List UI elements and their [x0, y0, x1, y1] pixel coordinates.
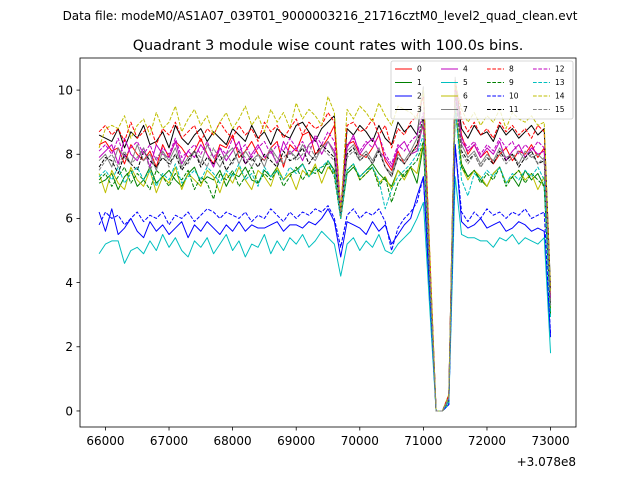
legend-entry-11: 11 — [487, 105, 519, 114]
legend-entry-15: 15 — [533, 105, 565, 114]
legend-entry-14: 14 — [533, 92, 565, 101]
y-tick-label: 0 — [65, 404, 73, 418]
x-tick-label: 72000 — [468, 434, 506, 448]
legend-label: 8 — [509, 65, 514, 74]
plot-background — [80, 58, 576, 427]
legend-label: 7 — [463, 105, 468, 114]
legend-label: 12 — [555, 65, 565, 74]
x-tick-label: 67000 — [150, 434, 188, 448]
series-line-9 — [98, 108, 552, 412]
y-axis: 0 2 4 6 8 10 — [58, 83, 80, 418]
legend-label: 4 — [463, 65, 468, 74]
legend-entry-4: 4 — [441, 65, 468, 74]
x-tick-label: 66000 — [86, 434, 124, 448]
legend-label: 15 — [555, 105, 565, 114]
legend-label: 5 — [463, 78, 468, 87]
legend-label: 14 — [555, 92, 565, 101]
suptitle: Data file: modeM0/AS1A07_039T01_90000032… — [63, 9, 578, 23]
legend-label: 1 — [417, 78, 422, 87]
y-tick-label: 10 — [58, 83, 73, 97]
legend-entry-9: 9 — [487, 78, 514, 87]
plot-frame — [79, 57, 577, 428]
legend-entry-12: 12 — [533, 65, 565, 74]
legend-entry-3: 3 — [395, 105, 422, 114]
series-line-2 — [98, 144, 552, 412]
x-tick-label: 73000 — [531, 434, 569, 448]
legend-label: 9 — [509, 78, 514, 87]
legend-entry-8: 8 — [487, 65, 514, 74]
y-tick-label: 8 — [65, 148, 73, 162]
legend-label: 13 — [555, 78, 565, 87]
series-line-7 — [98, 76, 552, 412]
plot-area — [79, 57, 577, 428]
y-tick-label: 2 — [65, 340, 73, 354]
legend-entry-6: 6 — [441, 92, 468, 101]
legend-entry-7: 7 — [441, 105, 468, 114]
x-tick-label: 68000 — [214, 434, 252, 448]
series-line-10 — [98, 144, 552, 412]
y-tick-label: 4 — [65, 276, 73, 290]
legend-entry-13: 13 — [533, 78, 565, 87]
series-line-12 — [98, 89, 552, 412]
legend-label: 6 — [463, 92, 468, 101]
series-layer — [98, 76, 552, 412]
x-axis-offset-label: +3.078e8 — [517, 455, 576, 469]
legend-entry-2: 2 — [395, 92, 422, 101]
y-tick-label: 6 — [65, 212, 73, 226]
x-tick-label: 70000 — [341, 434, 379, 448]
x-tick-label: 71000 — [404, 434, 442, 448]
series-line-3 — [98, 79, 552, 412]
x-axis: 66000 67000 68000 69000 70000 71000 72000 73000 — [86, 427, 570, 448]
legend-entry-5: 5 — [441, 78, 468, 87]
series-line-8 — [98, 79, 552, 412]
legend-label: 0 — [417, 65, 422, 74]
legend-entry-0: 0 — [395, 65, 422, 74]
legend-entry-1: 1 — [395, 78, 422, 87]
legend-label: 11 — [509, 105, 519, 114]
legend-label: 10 — [509, 92, 519, 101]
legend-box — [390, 60, 574, 120]
series-line-13 — [98, 105, 552, 412]
series-line-15 — [98, 99, 552, 412]
legend-label: 2 — [417, 92, 422, 101]
series-line-5 — [98, 176, 552, 412]
legend-entry-10: 10 — [487, 92, 519, 101]
legend-label: 3 — [417, 105, 422, 114]
x-tick-label: 69000 — [277, 434, 315, 448]
chart-title: Quadrant 3 module wise count rates with … — [133, 38, 524, 54]
